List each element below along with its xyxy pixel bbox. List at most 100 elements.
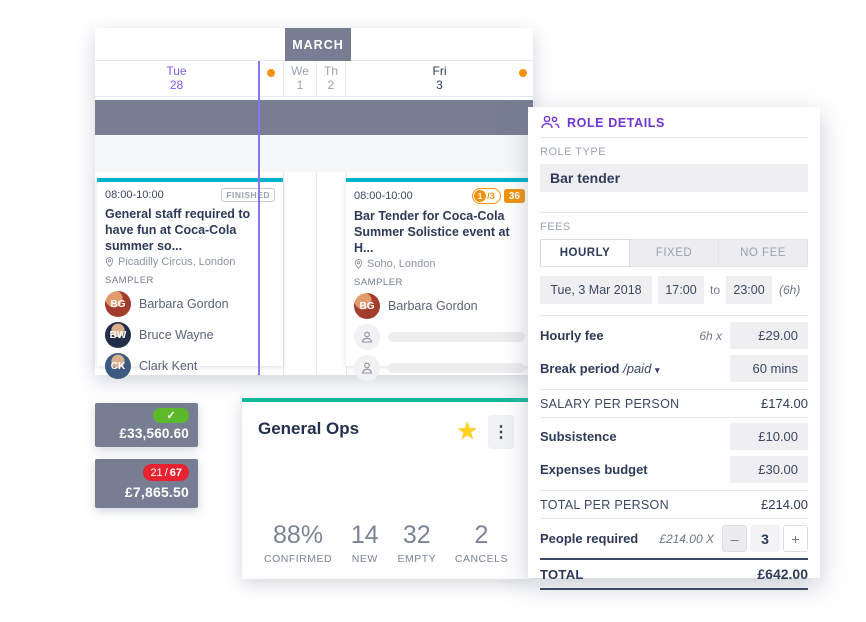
current-time-indicator	[258, 61, 260, 375]
stat-new: 14 NEW	[351, 521, 379, 565]
chevron-down-icon: ▾	[654, 365, 660, 375]
avatar: BG	[354, 293, 380, 319]
day-cell-th-2[interactable]: Th 2	[316, 61, 346, 96]
people-required-row: People required £214.00 X – 3 +	[540, 519, 808, 558]
duration-text: (6h)	[779, 283, 801, 297]
kebab-icon: ⋮	[493, 424, 509, 441]
pending-total: 67	[169, 466, 182, 479]
hourly-fee-field[interactable]: £29.00	[730, 322, 808, 349]
day-number: 2	[327, 77, 335, 92]
date-field[interactable]: Tue, 3 Mar 2018	[540, 276, 652, 304]
role-type-label: ROLE TYPE	[540, 146, 607, 158]
avatar: BW	[105, 322, 131, 348]
pending-cost-badge: 21 / 67 £7,865.50	[95, 459, 198, 508]
fees-label: FEES	[540, 221, 571, 233]
staff-name: Bruce Wayne	[139, 328, 214, 342]
slots-ratio-badge: 1 /3	[471, 188, 501, 204]
fee-tab-hourly[interactable]: HOURLY	[540, 239, 630, 267]
total-value: £642.00	[757, 566, 808, 582]
day-name: Th	[323, 63, 338, 78]
event-title: General staff required to have fun at Co…	[105, 207, 251, 253]
subsistence-row: Subsistence £10.00	[540, 418, 808, 453]
fee-tab-fixed[interactable]: FIXED	[630, 239, 719, 267]
day-cell-fri-3[interactable]: Fri 3	[346, 61, 533, 96]
expenses-field[interactable]: £30.00	[730, 456, 808, 483]
subsistence-field[interactable]: £10.00	[730, 423, 808, 450]
empty-slot-bar	[388, 332, 525, 342]
alert-dot-icon	[266, 69, 275, 77]
decrement-button[interactable]: –	[722, 525, 747, 552]
hourly-fee-label: Hourly fee	[540, 328, 604, 343]
favorite-star-icon[interactable]: ★	[456, 418, 478, 445]
general-ops-card: General Ops ★ ⋮ 88% CONFIRMED 14 NEW 32 …	[242, 398, 530, 579]
calendar-days-row: Tue 28 We 1 Th 2 Fri 3	[95, 61, 533, 97]
alert-dot-icon	[519, 69, 527, 77]
month-label: MARCH	[285, 28, 351, 61]
total-pp-value: £214.00	[761, 497, 808, 512]
people-multiplier: £214.00 X	[659, 531, 714, 546]
stat-confirmed: 88% CONFIRMED	[264, 521, 332, 565]
increment-button[interactable]: +	[783, 525, 808, 552]
event-card-general-staff[interactable]: 08:00-10:00 FINISHED General staff requi…	[97, 178, 283, 379]
avatar: CK	[105, 353, 131, 379]
event-role-label: SAMPLER	[354, 277, 403, 288]
empty-slot-row[interactable]	[354, 355, 525, 381]
stat-label: CANCELS	[454, 553, 508, 565]
empty-slot-bar	[388, 363, 525, 373]
fee-tabs: HOURLY FIXED NO FEE	[540, 239, 808, 267]
start-time-field[interactable]: 17:00	[658, 276, 704, 304]
slots-total: /3	[486, 190, 495, 202]
end-time-field[interactable]: 23:00	[726, 276, 773, 304]
kebab-menu-button[interactable]: ⋮	[488, 415, 514, 449]
event-time: 08:00-10:00	[354, 190, 413, 202]
to-label: to	[710, 283, 721, 297]
expenses-label: Expenses budget	[540, 462, 648, 477]
role-details-header: ROLE DETAILS	[540, 107, 808, 138]
ops-card-title: General Ops	[258, 419, 360, 438]
ratio-separator: /	[164, 466, 168, 479]
staff-row[interactable]: BG Barbara Gordon	[354, 293, 525, 319]
people-count-value[interactable]: 3	[750, 525, 780, 552]
pending-ratio-badge: 21 / 67	[143, 464, 189, 481]
empty-slot-row[interactable]	[354, 324, 525, 350]
salary-label: SALARY PER PERSON	[540, 396, 680, 411]
day-cell-tue-28[interactable]: Tue 28	[95, 61, 258, 96]
event-title: Bar Tender for Coca-Cola Summer Solistic…	[354, 209, 510, 255]
calendar-month-row: MARCH	[95, 28, 533, 61]
staff-name: Barbara Gordon	[139, 297, 229, 311]
stat-label: CONFIRMED	[264, 553, 333, 565]
staff-name: Clark Kent	[139, 359, 198, 373]
confirmed-amount: £33,560.60	[119, 426, 189, 441]
calendar-panel: MARCH Tue 28 We 1 Th 2 Fri 3	[95, 28, 533, 381]
section-divider	[540, 212, 808, 213]
staff-row[interactable]: BW Bruce Wayne	[105, 322, 275, 348]
staff-row[interactable]: BG Barbara Gordon	[105, 291, 275, 317]
event-location: Soho, London	[367, 258, 436, 270]
day-cell-we-1[interactable]: We 1	[283, 61, 316, 96]
day-name: Tue	[166, 63, 187, 78]
event-time: 08:00-10:00	[105, 189, 164, 201]
break-duration-field[interactable]: 60 mins	[730, 355, 808, 382]
ops-stats-row: 88% CONFIRMED 14 NEW 32 EMPTY 2 CANCELS	[258, 521, 514, 567]
event-location: Picadilly Circus, London	[118, 256, 236, 268]
section-divider	[540, 315, 808, 316]
hourly-multiplier: 6h x	[699, 328, 722, 343]
day-number: 3	[436, 77, 443, 92]
day-number: 1	[296, 77, 304, 92]
confirmed-revenue-badge: ✓ £33,560.60	[95, 403, 198, 447]
hourly-fee-row: Hourly fee 6h x £29.00	[540, 316, 808, 352]
staff-name: Barbara Gordon	[388, 299, 478, 313]
event-card-bar-tender[interactable]: 08:00-10:00 1 /3 36 Bar Tender for Coca-…	[346, 178, 533, 381]
break-period-label[interactable]: Break period /paid ▾	[540, 361, 730, 376]
role-type-input[interactable]: Bar tender	[540, 164, 808, 192]
expenses-row: Expenses budget £30.00	[540, 453, 808, 490]
avatar: BG	[105, 291, 131, 317]
check-icon: ✓	[153, 408, 189, 423]
fee-tab-nofee[interactable]: NO FEE	[719, 239, 808, 267]
slots-filled: 1	[473, 190, 486, 202]
total-pp-label: TOTAL PER PERSON	[540, 497, 669, 512]
staff-row[interactable]: CK Clark Kent	[105, 353, 275, 379]
person-placeholder-icon	[361, 331, 373, 343]
applicants-count-badge: 36	[503, 189, 525, 203]
